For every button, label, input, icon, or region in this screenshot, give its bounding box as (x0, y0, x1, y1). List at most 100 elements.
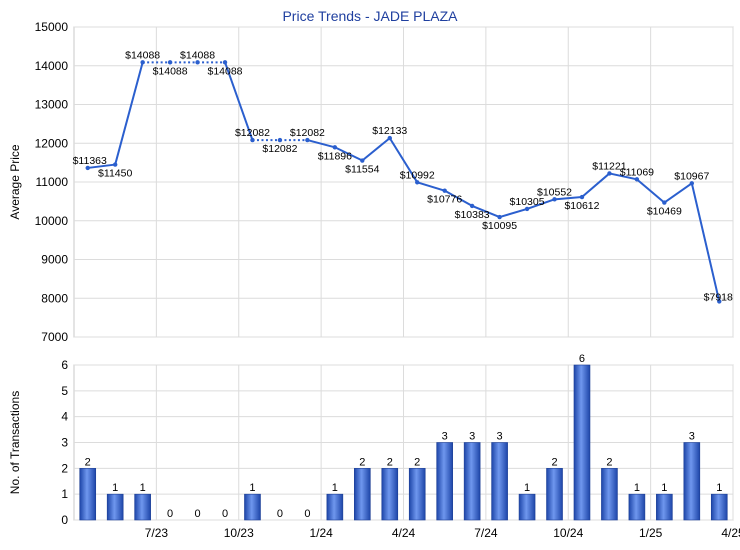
price-point (195, 60, 200, 65)
price-data-label: $12082 (262, 143, 297, 155)
transaction-bar (79, 468, 97, 521)
bar-value-label: 3 (442, 431, 448, 443)
transaction-bar (683, 442, 701, 521)
price-line-segment (554, 196, 583, 201)
price-line-segment (663, 182, 693, 204)
y-tick-label: 8000 (41, 291, 68, 305)
price-data-label: $12133 (372, 125, 407, 137)
x-tick-label: 1/25 (639, 526, 663, 540)
price-point (524, 206, 530, 212)
transaction-bar (463, 442, 481, 521)
transaction-bar (244, 493, 261, 521)
price-data-label: $10095 (482, 220, 517, 232)
y-tick-label: 0 (61, 513, 68, 527)
x-tick-label: 7/23 (145, 526, 169, 540)
price-point (469, 203, 475, 209)
price-line-segment (334, 146, 363, 162)
price-data-label: $14088 (180, 49, 215, 61)
y-tick-label: 14000 (35, 59, 69, 73)
price-line-segment (307, 139, 336, 149)
transaction-bar (134, 493, 151, 521)
price-line-segment (609, 172, 638, 181)
bar-value-label: 2 (414, 456, 420, 468)
price-data-label: $10776 (427, 194, 462, 206)
price-point (442, 188, 447, 193)
price-data-label: $11069 (620, 166, 654, 178)
y-tick-label: 13000 (35, 98, 69, 112)
price-point (662, 200, 667, 205)
price-point (552, 197, 557, 202)
price-data-label: $11363 (73, 155, 107, 167)
price-point (607, 171, 612, 176)
y-axis-label: Average Price (8, 144, 22, 219)
bar-value-label: 1 (661, 482, 667, 494)
transaction-bar (436, 442, 453, 521)
price-line-segment (526, 198, 555, 210)
bar-value-label: 1 (634, 482, 640, 494)
price-data-label: $14088 (207, 65, 242, 77)
price-data-label: $11450 (98, 168, 132, 180)
price-point (250, 137, 255, 143)
transaction-bar (601, 468, 618, 521)
y-axis-label: No. of Transactions (8, 391, 22, 494)
price-line-segment (499, 207, 528, 219)
price-line-segment (87, 163, 116, 169)
price-point (305, 137, 310, 143)
price-point (717, 299, 722, 304)
price-data-label: $11221 (592, 160, 626, 172)
price-point (277, 137, 283, 143)
bar-value-label: 0 (304, 508, 310, 520)
bar-value-label: 1 (332, 482, 338, 494)
price-point (360, 158, 365, 163)
transaction-bar (408, 468, 426, 521)
price-data-label: $7918 (704, 291, 733, 303)
transaction-bar (573, 364, 591, 521)
price-line-segment (224, 62, 254, 141)
price-point (579, 194, 585, 200)
bar-value-label: 2 (551, 456, 557, 468)
bar-value-label: 0 (277, 508, 283, 520)
transaction-bar (354, 468, 371, 521)
bar-value-label: 2 (359, 456, 365, 468)
price-line-segment (636, 178, 666, 204)
y-tick-label: 9000 (41, 253, 68, 267)
price-point (332, 145, 338, 150)
y-tick-label: 11000 (36, 175, 69, 189)
price-line-segment (471, 204, 500, 218)
transaction-bar (106, 493, 124, 521)
bar-value-label: 6 (579, 353, 585, 365)
transaction-bar (628, 493, 646, 521)
y-tick-label: 10000 (35, 214, 69, 228)
price-data-label: $10552 (537, 186, 572, 198)
price-data-label: $10992 (400, 169, 435, 181)
price-data-label: $14088 (153, 65, 188, 77)
transaction-bar (491, 442, 508, 521)
bar-value-label: 1 (140, 482, 146, 494)
price-point (167, 60, 173, 65)
x-tick-label: 10/24 (553, 526, 583, 540)
y-tick-label: 12000 (35, 136, 69, 150)
price-data-label: $10305 (510, 196, 545, 208)
x-tick-label: 10/23 (224, 526, 254, 540)
price-point (497, 214, 502, 220)
chart-title: Price Trends - JADE PLAZA (282, 8, 458, 24)
y-tick-label: 15000 (35, 20, 69, 34)
bar-value-label: 1 (112, 482, 118, 494)
x-tick-label: 7/24 (474, 526, 498, 540)
price-point (85, 165, 90, 171)
price-point (140, 60, 145, 65)
price-point (222, 60, 228, 65)
price-data-label: $10612 (564, 200, 599, 212)
price-point (634, 177, 640, 182)
price-line-segment (114, 62, 144, 165)
transaction-bar (546, 468, 563, 521)
price-line-segment (690, 183, 721, 302)
x-tick-label: 1/24 (309, 526, 333, 540)
transactions-bar-panel: 0 1 2 3 4 5 6 7/23 10/23 1/24 4/24 7/24 10/24 1/25 4/2… (8, 353, 740, 540)
price-data-label: $10469 (647, 206, 682, 218)
bar-value-label: 0 (167, 508, 173, 520)
bar-value-label: 1 (716, 482, 722, 494)
transaction-bar (518, 493, 536, 521)
transaction-bar (656, 493, 673, 521)
